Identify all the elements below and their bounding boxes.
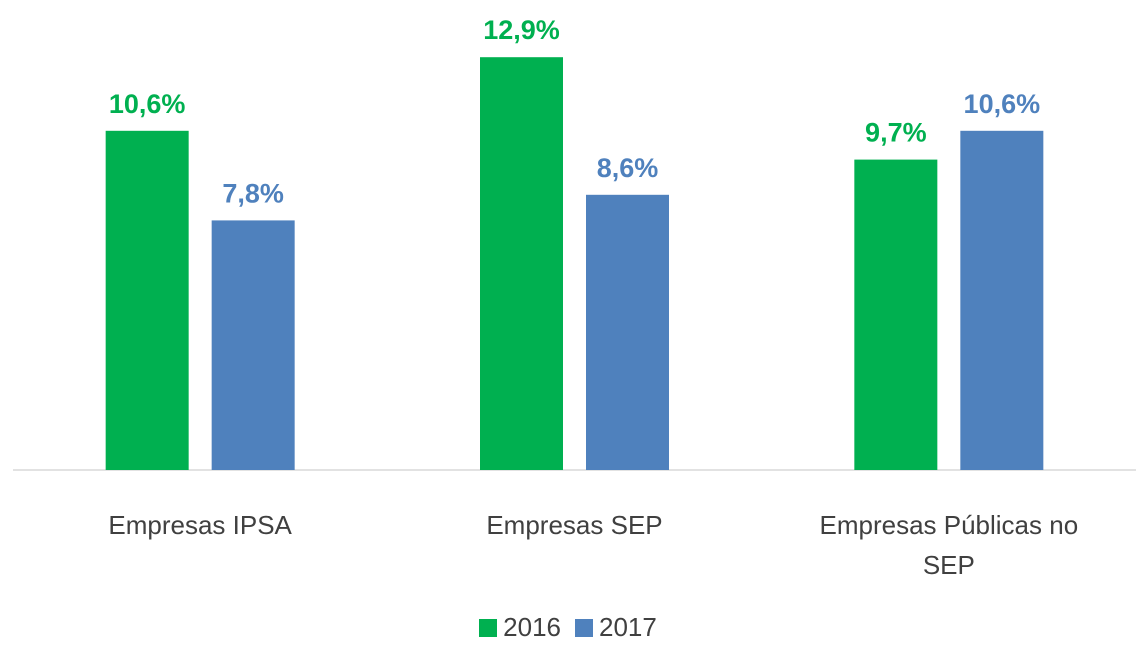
data-label: 9,7% (865, 118, 927, 148)
bar (211, 220, 295, 470)
bar (960, 130, 1044, 471)
x-tick-label: Empresas SEP (486, 510, 663, 540)
data-label: 7,8% (222, 178, 284, 208)
bar (586, 194, 669, 471)
x-tick-label: Empresas Públicas no SEP (819, 510, 1079, 580)
legend-item: 2017 (575, 612, 657, 643)
bar (480, 57, 563, 470)
data-label: 10,6% (109, 89, 186, 119)
data-label: 12,9% (483, 15, 560, 45)
legend-item: 2016 (479, 612, 561, 643)
legend-label: 2016 (503, 612, 561, 642)
data-label: 10,6% (964, 89, 1041, 119)
legend-swatch (479, 618, 498, 637)
legend-label: 2017 (599, 612, 657, 642)
legend-swatch (575, 618, 593, 637)
data-label: 8,6% (597, 153, 659, 183)
legend: 2016 2017 (0, 612, 1136, 643)
x-tick-label: Empresas IPSA (108, 510, 292, 540)
bar (105, 130, 189, 471)
bar (854, 159, 938, 470)
